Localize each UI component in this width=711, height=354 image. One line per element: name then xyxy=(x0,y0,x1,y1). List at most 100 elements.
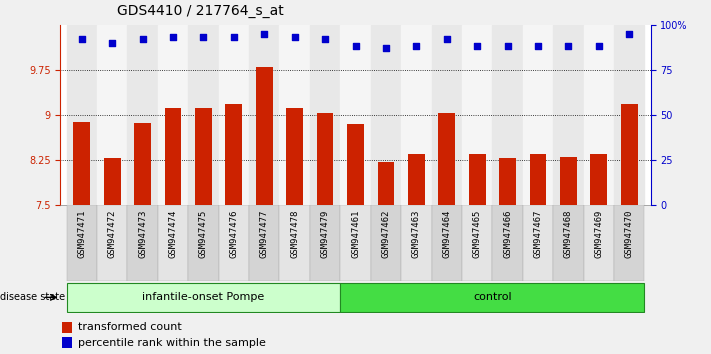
Point xyxy=(562,44,574,49)
Point xyxy=(228,35,240,40)
Point xyxy=(441,36,452,42)
Text: GSM947477: GSM947477 xyxy=(260,209,269,257)
Text: GSM947470: GSM947470 xyxy=(625,209,634,257)
Point xyxy=(289,35,300,40)
Bar xyxy=(553,25,584,205)
Bar xyxy=(188,25,218,205)
Text: GSM947479: GSM947479 xyxy=(321,209,330,257)
Bar xyxy=(158,205,188,281)
Point xyxy=(350,44,361,49)
Bar xyxy=(614,205,644,281)
Text: GSM947461: GSM947461 xyxy=(351,209,360,257)
Bar xyxy=(370,25,401,205)
Text: GSM947464: GSM947464 xyxy=(442,209,451,257)
Bar xyxy=(62,337,72,348)
Bar xyxy=(462,205,493,281)
Bar xyxy=(127,25,158,205)
Point xyxy=(471,44,483,49)
Bar xyxy=(310,25,341,205)
Bar xyxy=(553,205,584,281)
Point xyxy=(380,45,392,51)
Bar xyxy=(370,205,401,281)
Text: GSM947476: GSM947476 xyxy=(230,209,238,257)
Bar xyxy=(67,283,341,312)
Text: GSM947465: GSM947465 xyxy=(473,209,481,257)
Bar xyxy=(279,25,310,205)
Text: GSM947468: GSM947468 xyxy=(564,209,573,257)
Bar xyxy=(378,162,395,205)
Text: percentile rank within the sample: percentile rank within the sample xyxy=(78,338,266,348)
Text: GSM947473: GSM947473 xyxy=(138,209,147,257)
Text: GSM947466: GSM947466 xyxy=(503,209,512,257)
Bar xyxy=(67,205,97,281)
Bar xyxy=(127,205,158,281)
Point xyxy=(593,44,604,49)
Text: GSM947463: GSM947463 xyxy=(412,209,421,257)
Bar xyxy=(401,205,432,281)
Bar xyxy=(249,25,279,205)
Bar xyxy=(316,113,333,205)
Bar xyxy=(104,158,120,205)
Text: GSM947472: GSM947472 xyxy=(107,209,117,257)
Bar xyxy=(614,25,644,205)
Text: GSM947469: GSM947469 xyxy=(594,209,604,257)
Text: GDS4410 / 217764_s_at: GDS4410 / 217764_s_at xyxy=(117,4,284,18)
Bar xyxy=(408,154,424,205)
Bar xyxy=(256,67,272,205)
Point xyxy=(533,44,544,49)
Text: disease state: disease state xyxy=(0,292,68,302)
Point xyxy=(411,44,422,49)
Bar xyxy=(347,124,364,205)
Point xyxy=(107,40,118,46)
Bar xyxy=(462,25,493,205)
Text: GSM947471: GSM947471 xyxy=(77,209,86,257)
Point xyxy=(198,35,209,40)
Bar xyxy=(591,154,607,205)
Point xyxy=(76,36,87,42)
Bar xyxy=(73,122,90,205)
Bar xyxy=(401,25,432,205)
Bar xyxy=(439,113,455,205)
Bar xyxy=(310,205,341,281)
Point xyxy=(502,44,513,49)
Text: GSM947475: GSM947475 xyxy=(199,209,208,257)
Bar xyxy=(523,205,553,281)
Bar xyxy=(188,205,218,281)
Point xyxy=(259,31,270,37)
Bar xyxy=(432,25,462,205)
Bar xyxy=(341,283,644,312)
Bar xyxy=(432,205,462,281)
Bar xyxy=(530,154,546,205)
Bar xyxy=(134,123,151,205)
Text: GSM947474: GSM947474 xyxy=(169,209,178,257)
Bar xyxy=(62,322,72,333)
Bar xyxy=(621,104,638,205)
Point xyxy=(319,36,331,42)
Text: GSM947467: GSM947467 xyxy=(533,209,542,257)
Bar xyxy=(287,108,303,205)
Bar xyxy=(249,205,279,281)
Bar xyxy=(493,25,523,205)
Point xyxy=(137,36,149,42)
Bar xyxy=(97,205,127,281)
Point xyxy=(624,31,635,37)
Text: GSM947478: GSM947478 xyxy=(290,209,299,257)
Text: control: control xyxy=(473,292,512,302)
Bar xyxy=(469,154,486,205)
Point xyxy=(167,35,178,40)
Bar xyxy=(218,25,249,205)
Bar xyxy=(341,205,370,281)
Bar xyxy=(165,108,181,205)
Bar xyxy=(499,158,516,205)
Text: transformed count: transformed count xyxy=(78,322,182,332)
Bar xyxy=(584,205,614,281)
Bar xyxy=(584,25,614,205)
Bar xyxy=(523,25,553,205)
Bar xyxy=(560,157,577,205)
Text: GSM947462: GSM947462 xyxy=(381,209,390,257)
Text: infantile-onset Pompe: infantile-onset Pompe xyxy=(142,292,264,302)
Bar xyxy=(341,25,370,205)
Bar xyxy=(218,205,249,281)
Bar xyxy=(158,25,188,205)
Bar xyxy=(279,205,310,281)
